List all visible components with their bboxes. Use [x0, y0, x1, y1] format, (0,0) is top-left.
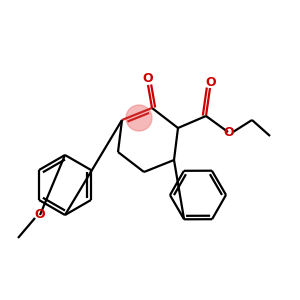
Text: O: O	[224, 125, 234, 139]
Text: O: O	[143, 73, 153, 85]
Circle shape	[126, 105, 152, 131]
Text: O: O	[206, 76, 216, 89]
Text: O: O	[35, 208, 45, 221]
